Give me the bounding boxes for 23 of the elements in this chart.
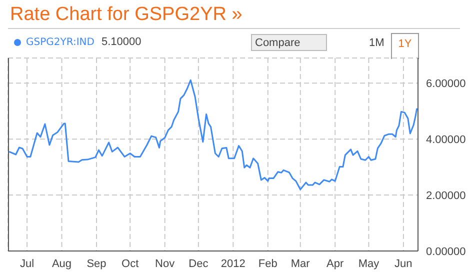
x-tick-label: Aug <box>52 258 72 270</box>
y-tick-label: 6.00000 <box>426 78 466 90</box>
x-tick-label: Dec <box>188 258 209 270</box>
text: Compare <box>251 34 327 51</box>
x-tick-label: Apr <box>326 258 344 270</box>
y-tick-label: 2.00000 <box>426 190 466 202</box>
text: 1M <box>369 37 384 49</box>
text: 5.10000 <box>102 36 142 48</box>
x-tick-label: Mar <box>290 258 310 270</box>
chart-title: Rate Chart for GSPG2YR » <box>10 4 242 26</box>
x-tick-label: May <box>358 258 380 270</box>
y-tick-label: 0.00000 <box>426 246 466 258</box>
x-tick-label: 2012 <box>220 258 246 270</box>
x-tick-label: Jun <box>394 258 412 270</box>
legend-label: GSPG2YR:IND <box>26 36 94 48</box>
x-tick-label: Jul <box>20 258 34 270</box>
x-tick-label: Nov <box>155 258 176 270</box>
x-tick-label: Sep <box>86 258 106 270</box>
y-tick-label: 4.00000 <box>426 134 466 146</box>
x-tick-label: Oct <box>122 258 139 270</box>
line-series <box>8 79 418 190</box>
x-tick-label: Feb <box>258 258 278 270</box>
text: 1Y <box>391 33 419 59</box>
